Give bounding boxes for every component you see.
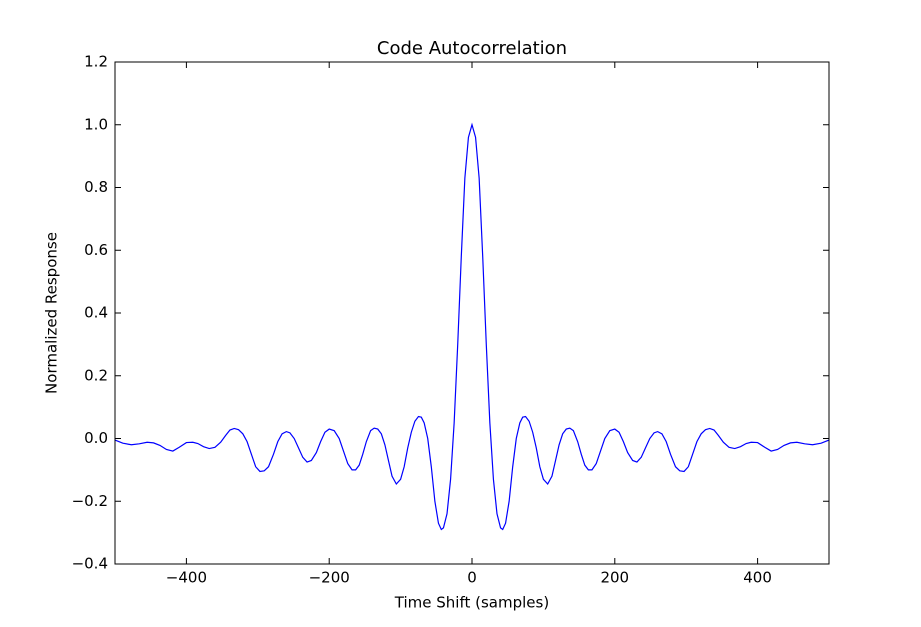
y-tick-label: 0.2 <box>84 366 108 384</box>
y-axis-label: Normalized Response <box>43 232 61 394</box>
plot-frame <box>114 61 830 565</box>
y-tick-label: 0.4 <box>84 304 108 322</box>
data-line <box>114 122 830 531</box>
y-tick-label: −0.4 <box>72 555 108 573</box>
x-tick-label: −200 <box>309 569 350 587</box>
y-tick-label: 0.8 <box>84 178 108 196</box>
x-tick-label: −400 <box>166 569 207 587</box>
y-tick-label: 0.6 <box>84 241 108 259</box>
chart-title: Code Autocorrelation <box>377 38 567 59</box>
x-tick-label: 0 <box>467 569 477 587</box>
y-tick-label: 1.2 <box>84 53 108 71</box>
x-axis-label: Time Shift (samples) <box>394 594 549 612</box>
x-tick-label: 200 <box>600 569 629 587</box>
y-tick-label: 0.0 <box>84 429 108 447</box>
x-tick-label: 400 <box>743 569 772 587</box>
y-tick-label: −0.2 <box>72 492 108 510</box>
y-tick-label: 1.0 <box>84 115 108 133</box>
